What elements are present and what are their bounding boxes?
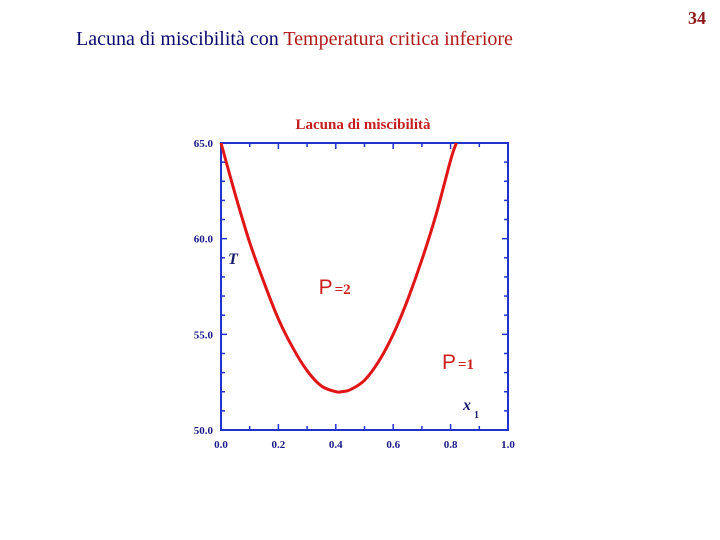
y-tick-label: 60.0 [194,234,214,246]
chart-title: Lacuna di miscibilità [295,117,431,133]
x-tick-label: 0.6 [386,439,400,451]
slide-title: Lacuna di miscibilità con Temperatura cr… [76,28,513,51]
region-label-symbol: P [319,276,333,299]
region-label-2: P =1 [442,351,474,374]
region-label-1: P =2 [319,276,351,299]
x-tick-labels: 0.0 0.2 0.4 0.6 0.8 1.0 [214,439,515,451]
x-tick-label: 0.0 [214,439,228,451]
y-tick-labels: 50.0 55.0 60.0 65.0 [194,138,214,437]
x-tick-label: 1.0 [501,439,515,451]
y-axis-label: T [228,251,239,268]
x-tick-label: 0.4 [329,439,343,451]
y-tick-label: 50.0 [194,425,214,437]
x-axis-subscript: 1 [474,410,479,421]
y-tick-label: 55.0 [194,329,214,341]
region-label-value: =1 [458,357,474,373]
x-tick-label: 0.8 [444,439,458,451]
page-number: 34 [688,8,706,28]
x-axis-label: x [462,397,471,414]
region-label-value: =2 [335,282,351,298]
x-tick-label: 0.2 [272,439,286,451]
axis-ticks [220,142,509,431]
region-labels: P =2P =1 [319,276,474,374]
region-label-symbol: P [442,351,456,374]
y-tick-label: 65.0 [194,138,214,150]
miscibility-curve [219,142,458,394]
slide-title-highlight: Temperatura critica inferiore [283,28,513,50]
slide-title-main: Lacuna di miscibilità con [76,28,284,50]
